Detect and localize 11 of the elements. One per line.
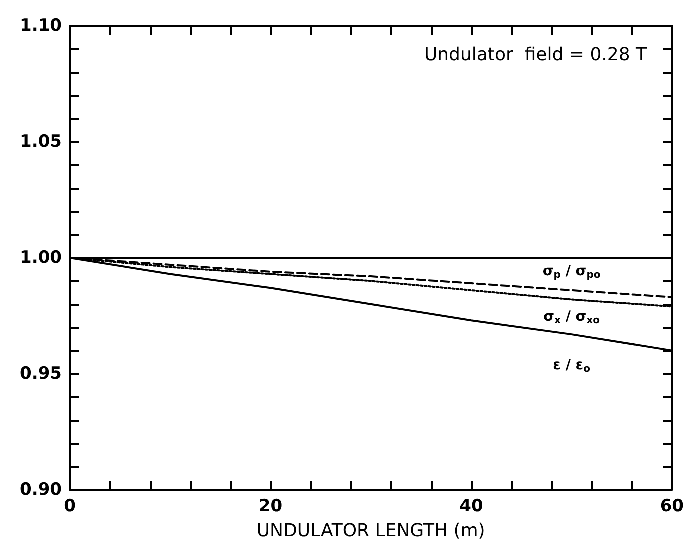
y-tick-label: 0.95 [20,364,62,384]
annotation: Undulator field = 0.28 T [424,44,648,66]
y-tick-label: 1.10 [20,16,62,36]
x-tick-label: 20 [258,496,283,516]
y-tick-label: 0.90 [20,480,62,500]
x-tick-label: 60 [660,496,684,516]
y-tick-label: 1.05 [20,132,62,152]
x-tick-label: 0 [64,496,76,516]
x-axis-title: UNDULATOR LENGTH (m) [256,520,486,542]
y-tick-label: 1.00 [20,248,62,268]
x-tick-label: 40 [460,496,484,516]
